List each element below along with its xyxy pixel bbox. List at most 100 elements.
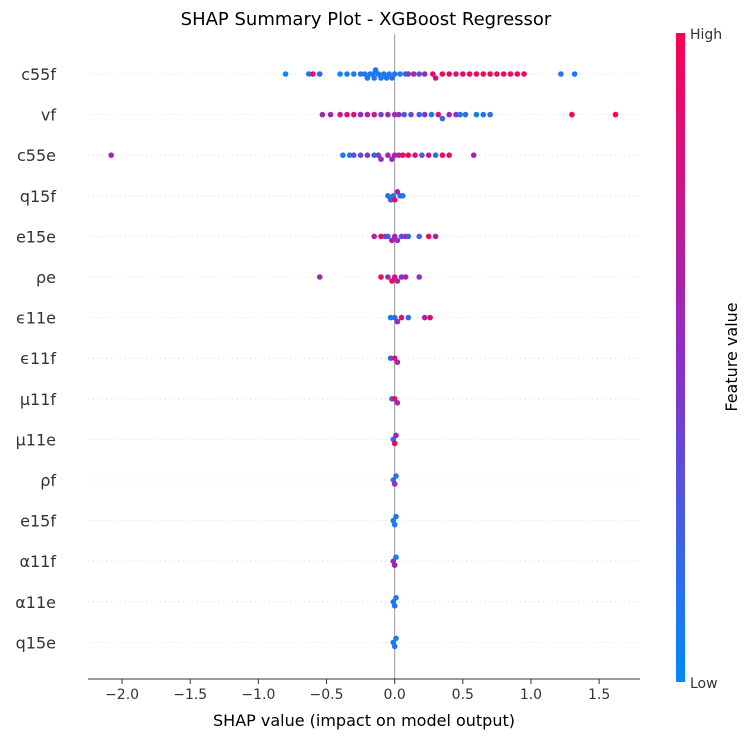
shap-point: [385, 233, 391, 240]
shap-point: [408, 111, 414, 118]
shap-point: [430, 71, 436, 77]
shap-point: [344, 111, 350, 118]
shap-point: [391, 562, 398, 568]
shap-point: [391, 71, 398, 77]
x-tick-label: 1.5: [588, 687, 610, 703]
feature-label: ϵ11f: [20, 349, 56, 368]
shap-point: [419, 152, 425, 158]
shap-point: [389, 237, 395, 244]
shap-point: [378, 75, 384, 81]
shap-point: [351, 152, 357, 158]
shap-point: [357, 111, 364, 118]
shap-point: [412, 152, 418, 158]
shap-point: [385, 274, 391, 280]
shap-point: [396, 111, 402, 118]
shap-point: [393, 554, 399, 560]
shap-point: [108, 152, 114, 158]
shap-point: [400, 152, 406, 158]
shap-point: [432, 152, 439, 158]
shap-point: [393, 635, 399, 642]
shap-point: [337, 71, 343, 77]
shap-point: [371, 75, 378, 81]
feature-label: e15f: [20, 512, 56, 531]
shap-point: [397, 71, 403, 77]
shap-point: [391, 197, 398, 203]
shap-point: [340, 152, 346, 158]
x-tick-label: −2.0: [105, 687, 139, 703]
shap-point: [337, 111, 343, 118]
shap-point: [446, 152, 453, 158]
shap-point: [310, 71, 316, 77]
shap-point: [416, 111, 423, 118]
shap-point: [460, 71, 466, 77]
shap-point: [507, 71, 514, 77]
shap-point: [405, 152, 412, 158]
shap-point: [480, 111, 487, 118]
shap-point: [394, 237, 401, 244]
shap-point: [453, 71, 459, 77]
shap-point: [387, 197, 394, 203]
x-tick-label: −1.5: [173, 687, 207, 703]
shap-point: [346, 152, 353, 158]
feature-label: ρf: [40, 471, 56, 490]
shap-point: [381, 71, 387, 77]
shap-point: [514, 71, 521, 77]
shap-point: [398, 233, 405, 240]
shap-point: [389, 75, 395, 81]
shap-point: [394, 189, 401, 195]
x-axis-title: SHAP value (impact on model output): [213, 711, 515, 730]
shap-point: [386, 71, 393, 77]
shap-point: [396, 152, 402, 158]
shap-point: [391, 643, 398, 650]
shap-point: [375, 152, 382, 158]
shap-point: [398, 314, 405, 321]
shap-point: [405, 233, 412, 240]
shap-point: [416, 233, 423, 240]
shap-point: [351, 111, 357, 118]
shap-point: [306, 71, 312, 77]
shap-point: [385, 193, 391, 199]
shap-point: [371, 233, 378, 240]
shap-point: [391, 481, 398, 487]
shap-point: [364, 152, 371, 158]
shap-point: [421, 111, 428, 118]
shap-point: [394, 318, 401, 325]
x-tick-label: 1.0: [520, 687, 542, 703]
shap-point: [375, 71, 382, 77]
shap-point: [500, 71, 507, 77]
shap-point: [457, 111, 463, 118]
x-tick-label: 0.0: [384, 687, 406, 703]
shap-point: [393, 432, 399, 439]
shap-point: [416, 274, 423, 280]
shap-point: [391, 396, 398, 402]
shap-point: [393, 513, 399, 520]
shap-point: [327, 111, 334, 118]
shap-point: [357, 152, 364, 158]
shap-point: [316, 274, 323, 280]
shap-point: [394, 359, 401, 366]
shap-point: [473, 111, 480, 118]
feature-label: μ11e: [16, 430, 56, 449]
shap-point: [391, 521, 398, 528]
shap-point: [470, 152, 477, 158]
shap-point: [439, 152, 446, 158]
shap-point: [446, 111, 453, 118]
shap-point: [391, 355, 398, 362]
shap-point: [398, 274, 405, 280]
grid-lines: [88, 73, 640, 643]
shap-point: [393, 595, 399, 601]
shap-point: [372, 67, 379, 73]
x-tick-label: −1.0: [241, 687, 275, 703]
shap-point: [385, 152, 391, 158]
feature-labels: c55f vf c55e q15f e15e ρe ϵ11e ϵ11f μ11f μ11e ρf e1…: [15, 65, 56, 652]
feature-label: α11f: [19, 552, 56, 571]
feature-label: μ11f: [20, 390, 57, 409]
feature-label: α11e: [15, 593, 56, 612]
shap-point: [387, 314, 394, 321]
shap-point: [393, 473, 399, 479]
shap-point: [405, 314, 412, 321]
shap-point: [391, 274, 398, 280]
shap-point: [391, 233, 398, 240]
scatter-points: [108, 67, 619, 650]
shap-point: [394, 400, 401, 406]
